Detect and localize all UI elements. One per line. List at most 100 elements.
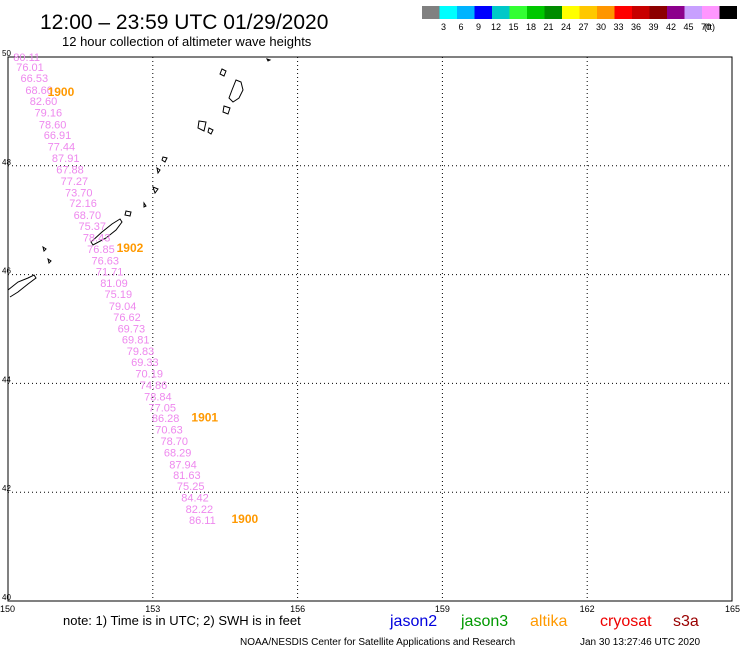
swh-value-label: 78.60 (39, 119, 67, 131)
swh-value-label: 74.86 (140, 380, 168, 392)
map-tick-labels: 150 153 156 159 162 165 40 42 44 46 48 50 (0, 49, 740, 614)
map-gridlines (8, 57, 732, 601)
island-chirpoy (156, 166, 161, 175)
track-time-label: 1900 (48, 85, 75, 99)
lat-tick-label: 50 (2, 49, 11, 58)
satellite-jason2: jason2 (389, 613, 437, 630)
swh-value-label: 77.27 (61, 176, 89, 188)
track-time-label: 1901 (191, 410, 218, 424)
swh-value-label: 75.19 (105, 289, 133, 301)
legend-swatch (474, 6, 492, 19)
legend-swatch (492, 6, 510, 19)
lat-tick-label: 40 (2, 593, 11, 602)
lon-tick-label: 162 (580, 604, 595, 614)
swh-value-label: 78.84 (144, 391, 172, 403)
lat-tick-label: 44 (2, 375, 11, 384)
swh-value-label: 75.25 (177, 481, 205, 493)
swh-value-label: 67.88 (56, 164, 84, 176)
island-habomai (90, 218, 123, 246)
island-urup (161, 156, 168, 163)
track-time-labels: 1900 1902 1901 1900 (48, 85, 259, 526)
swh-value-label: 66.91 (44, 130, 72, 142)
track-time-label: 1900 (231, 512, 258, 526)
swh-value-label: 86.11 (189, 515, 216, 527)
legend-label: 45 (683, 22, 693, 32)
map-title: 12:00 – 23:59 UTC 01/29/2020 (40, 11, 328, 34)
swh-value-label: 81.63 (173, 470, 201, 482)
legend-swatch (597, 6, 615, 19)
swh-value-label: 79.16 (35, 107, 63, 119)
legend-label: 27 (578, 22, 588, 32)
swh-value-label: 71.71 (96, 267, 124, 279)
legend-swatch (632, 6, 650, 19)
legend-label: 9 (476, 22, 481, 32)
island-small-1 (42, 245, 47, 252)
swh-value-label: 82.22 (186, 504, 214, 516)
legend-label: 70 (701, 22, 711, 32)
lon-tick-label: 153 (145, 604, 160, 614)
swh-value-label: 68.60 (25, 85, 53, 97)
swh-value-label: 75.37 (78, 221, 106, 233)
swh-value-label: 78.43 (83, 232, 111, 244)
swh-track: 80.1176.0166.5368.6082.6079.1678.6066.91… (13, 52, 215, 527)
satellite-jason3: jason3 (460, 613, 508, 630)
legend-label: 6 (458, 22, 463, 32)
island-simushir (197, 120, 207, 132)
lon-tick-label: 165 (725, 604, 740, 614)
legend-swatch (614, 6, 632, 19)
swh-value-label: 70.63 (155, 424, 183, 436)
island-paramushir (228, 79, 244, 103)
track-time-label: 1902 (117, 241, 144, 255)
lat-tick-label: 46 (2, 267, 11, 276)
island-shiashkotan (219, 68, 227, 77)
legend-label: 33 (613, 22, 623, 32)
swh-value-label: 82.60 (30, 96, 58, 108)
lon-tick-label: 150 (0, 604, 15, 614)
swh-value-label: 87.94 (169, 459, 197, 471)
island-kunashir (124, 210, 132, 217)
swh-value-label: 78.70 (161, 436, 189, 448)
coast-hokkaido (7, 274, 37, 298)
island-iturup (152, 186, 159, 195)
legend-swatch (544, 6, 562, 19)
satellite-s3a: s3a (673, 613, 699, 630)
swh-value-label: 79.83 (127, 346, 155, 358)
legend-label: 39 (648, 22, 658, 32)
legend-label: 30 (596, 22, 606, 32)
legend-swatch (439, 6, 457, 19)
swh-value-label: 77.44 (48, 142, 76, 154)
legend-swatch (684, 6, 702, 19)
swh-value-label: 69.73 (118, 323, 146, 335)
swh-value-label: 69.33 (131, 357, 159, 369)
swh-value-label: 72.16 (69, 198, 97, 210)
legend-label: 42 (666, 22, 676, 32)
island-small-2 (47, 257, 52, 264)
swh-value-label: 69.81 (122, 335, 150, 347)
legend-label: 3 (441, 22, 446, 32)
legend-swatch (579, 6, 597, 19)
footer-timestamp: Jan 30 13:27:46 UTC 2020 (580, 637, 701, 648)
legend-swatch (649, 6, 667, 19)
swh-value-label: 79.04 (109, 301, 137, 313)
swh-value-label: 81.09 (100, 278, 128, 290)
swh-value-label: 76.01 (16, 62, 44, 74)
legend-swatch (509, 6, 527, 19)
swh-value-label: 73.70 (65, 187, 93, 199)
swh-value-label: 84.42 (181, 492, 209, 504)
legend-swatch (527, 6, 545, 19)
legend-swatch (457, 6, 475, 19)
legend-swatch (422, 6, 440, 19)
legend-swatch (702, 6, 720, 19)
legend-label: 36 (631, 22, 641, 32)
island-small-3 (266, 58, 272, 62)
legend-swatch (562, 6, 580, 19)
island-onekotan (222, 105, 231, 115)
map-subtitle: 12 hour collection of altimeter wave hei… (62, 34, 312, 49)
lon-tick-label: 159 (435, 604, 450, 614)
swh-value-label: 76.63 (92, 255, 120, 267)
lat-tick-label: 42 (2, 484, 11, 493)
footer-note: note: 1) Time is in UTC; 2) SWH is in fe… (63, 613, 301, 628)
legend-label: 12 (491, 22, 501, 32)
legend-label: 21 (543, 22, 553, 32)
swh-value-label: 80.11 (13, 52, 40, 64)
